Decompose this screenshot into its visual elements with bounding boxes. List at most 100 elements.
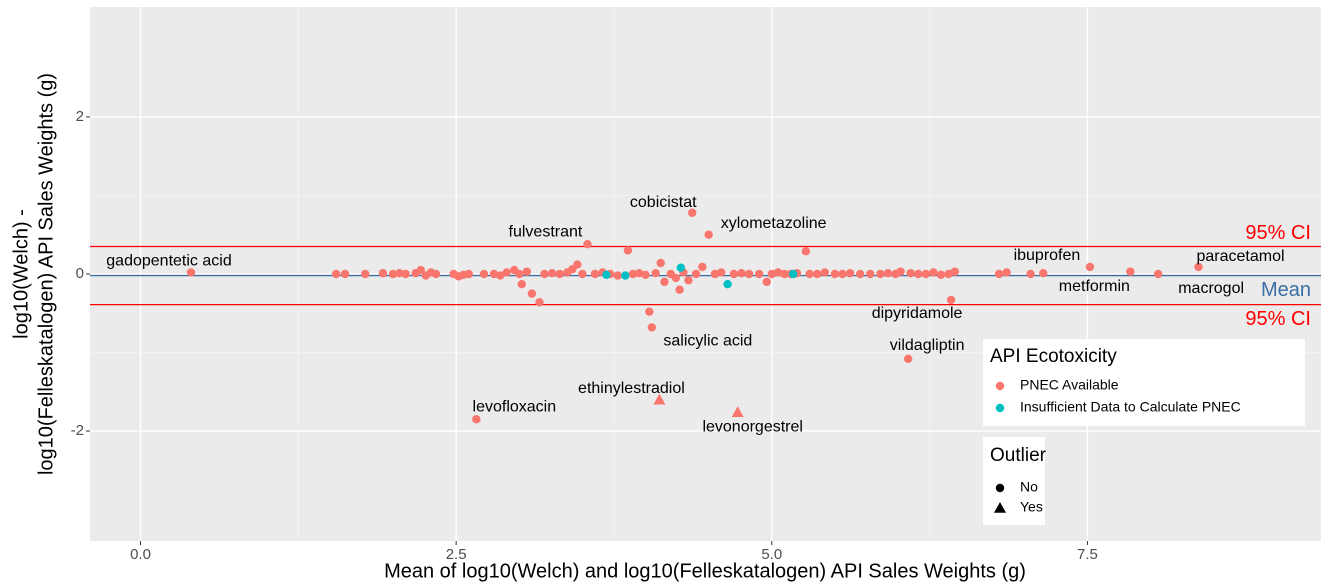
point: [628, 269, 638, 279]
point: [602, 270, 611, 279]
point: [855, 269, 865, 279]
point: [186, 268, 196, 277]
legend-title: Outlier: [990, 445, 1047, 466]
point: [651, 269, 660, 278]
point-label: levofloxacin: [473, 398, 557, 415]
point: [876, 269, 885, 279]
y-tick-label: 2: [76, 108, 84, 125]
point: [731, 406, 744, 418]
reference-label: 95% CI: [1245, 222, 1311, 244]
point: [946, 295, 956, 305]
legend-swatch: [995, 483, 1005, 493]
point: [688, 208, 697, 217]
point: [914, 269, 923, 279]
point: [789, 269, 798, 279]
point: [896, 267, 905, 276]
point: [698, 262, 707, 272]
point-label: paracetamol: [1197, 248, 1285, 265]
point: [921, 269, 931, 279]
point-label: cobicistat: [630, 194, 697, 211]
point: [660, 277, 669, 287]
point: [1194, 262, 1203, 272]
point: [883, 269, 893, 278]
point: [635, 269, 644, 278]
point: [684, 276, 693, 285]
point: [813, 269, 822, 279]
x-tick-label: 0.0: [130, 546, 151, 563]
point: [801, 247, 811, 256]
point: [830, 269, 840, 279]
point: [431, 269, 441, 279]
point-label: dipyridamole: [872, 305, 963, 322]
point: [1039, 269, 1048, 278]
point: [645, 307, 654, 316]
point: [754, 269, 764, 279]
legend-label: Insufficient Data to Calculate PNEC: [1020, 399, 1241, 415]
point: [780, 269, 789, 279]
point: [906, 269, 915, 278]
point: [1153, 269, 1163, 279]
point: [590, 269, 600, 279]
point: [744, 269, 754, 279]
point-label: ibuprofen: [1014, 247, 1081, 264]
point: [340, 269, 350, 279]
point-label: metformin: [1059, 278, 1130, 295]
point-label: fulvestrant: [509, 223, 583, 240]
point: [710, 269, 720, 279]
legend-label: PNEC Available: [1020, 377, 1119, 393]
y-axis-title: log10(Felleskatalogen) API Sales Weights…: [35, 73, 57, 475]
point: [838, 269, 847, 279]
x-tick-label: 7.5: [1077, 546, 1098, 563]
point: [361, 269, 370, 279]
point: [527, 289, 537, 298]
point: [547, 269, 557, 278]
point: [944, 269, 953, 279]
x-tick-label: 2.5: [446, 546, 467, 563]
point: [479, 269, 489, 279]
legend-label: No: [1020, 479, 1038, 495]
point: [717, 268, 726, 277]
point: [613, 271, 622, 280]
y-tick-label: 0: [76, 265, 84, 282]
point: [621, 271, 630, 280]
legend-label: Yes: [1020, 499, 1043, 515]
point: [517, 280, 526, 289]
point-label: gadopentetic acid: [106, 253, 231, 270]
x-axis-title: Mean of log10(Welch) and log10(Felleskat…: [384, 560, 1026, 582]
point: [820, 268, 830, 277]
point: [691, 269, 701, 279]
point: [522, 267, 532, 276]
point: [845, 269, 855, 278]
point: [762, 277, 771, 287]
legend-swatch: [995, 403, 1005, 413]
point: [729, 269, 739, 279]
x-tick-label: 5.0: [761, 546, 782, 563]
legend-swatch: [994, 502, 1006, 513]
point: [647, 323, 657, 332]
point: [737, 269, 746, 278]
point: [653, 393, 666, 405]
point: [464, 269, 473, 279]
point: [805, 269, 814, 279]
legend-box: [983, 437, 1045, 525]
point: [671, 273, 681, 283]
point: [866, 269, 875, 279]
point: [515, 269, 524, 279]
legend-box: [983, 339, 1305, 426]
point: [675, 285, 684, 294]
point-label: levonorgestrel: [702, 418, 803, 435]
reference-label: 95% CI: [1245, 308, 1311, 330]
point: [936, 270, 946, 279]
point: [641, 270, 650, 279]
point: [623, 246, 633, 255]
point: [994, 269, 1004, 279]
point: [332, 269, 341, 279]
point: [401, 269, 410, 279]
point: [1026, 269, 1035, 279]
point: [555, 269, 564, 279]
reference-label: Mean: [1261, 279, 1311, 301]
point: [416, 265, 425, 275]
point: [773, 268, 783, 277]
y-tick-label: -2: [71, 422, 84, 439]
point: [583, 239, 592, 249]
